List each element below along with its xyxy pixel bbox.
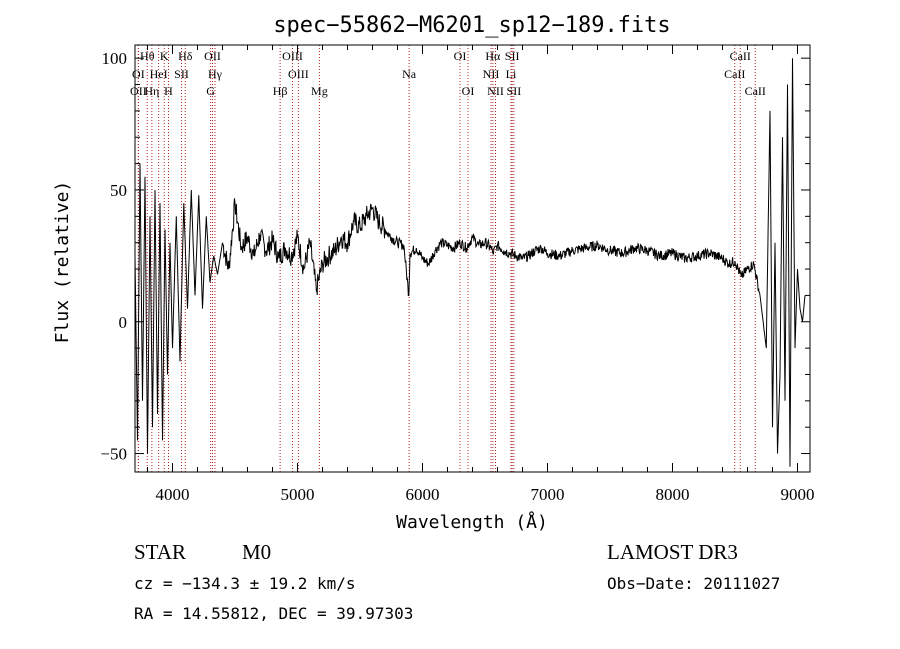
spectral-line-label: SII: [505, 49, 520, 63]
spectral-line-label: Mg: [311, 84, 328, 98]
x-tick-label: 9000: [781, 485, 815, 504]
spectral-line-label: OI: [132, 67, 145, 81]
spectral-line-label: SII: [174, 67, 189, 81]
spectral-line-label: Hδ: [178, 49, 193, 63]
y-axis: −50 0 50 100: [100, 49, 810, 464]
spectral-line-label: OII: [204, 49, 221, 63]
spectral-line-label: OI: [462, 84, 475, 98]
spectral-line-label: NII: [483, 67, 500, 81]
coordinates: RA = 14.55812, DEC = 39.97303: [134, 604, 414, 623]
spectral-line-label: OII: [130, 84, 147, 98]
y-tick-label: 50: [110, 181, 127, 200]
x-tick-label: 6000: [406, 485, 440, 504]
spectral-line-label: Hβ: [273, 84, 288, 98]
chart-title: spec−55862−M6201_sp12−189.fits: [273, 13, 670, 38]
y-tick-label: −50: [100, 445, 127, 464]
y-tick-label: 100: [102, 49, 128, 68]
object-subclass: M0: [242, 540, 272, 564]
x-tick-label: 7000: [531, 485, 565, 504]
redshift-cz: cz = −134.3 ± 19.2 km/s: [134, 574, 356, 593]
x-tick-label: 4000: [156, 485, 190, 504]
spectral-line-label: Na: [402, 67, 417, 81]
spectral-line-label: CaII: [730, 49, 751, 63]
object-class: STAR: [134, 540, 186, 564]
x-tick-label: 8000: [656, 485, 690, 504]
spectral-line-labels: Hθ K Hδ OII OIII OI Hα SII CaII OI HeI SII Hγ OIII Na N…: [130, 49, 766, 98]
spectral-line-label: K: [160, 49, 169, 63]
y-axis-title: Flux (relative): [52, 181, 73, 344]
spectral-line-label: NII: [487, 84, 504, 98]
spectral-line-label: Hγ: [208, 67, 223, 81]
survey-name: LAMOST DR3: [607, 540, 738, 564]
spectral-line-label: OIII: [288, 67, 309, 81]
x-axis-title: Wavelength (Å): [396, 511, 548, 533]
plot-frame: [134, 44, 811, 473]
observation-date: Obs−Date: 20111027: [607, 574, 781, 593]
spectrum-series: [134, 58, 806, 467]
spectral-line-label: OI: [454, 49, 467, 63]
spectral-line-label: H: [164, 84, 173, 98]
x-tick-label: 5000: [281, 485, 315, 504]
spectral-line-label: HeI: [150, 67, 168, 81]
y-tick-label: 0: [119, 313, 128, 332]
spectral-line-label: Li: [506, 67, 517, 81]
spectral-line-label: Hθ: [140, 49, 155, 63]
spectrum-line: [134, 58, 806, 467]
spectral-line-label: G: [206, 84, 215, 98]
spectral-line-label: Hη: [144, 84, 159, 98]
spectral-line-label: CaII: [745, 84, 766, 98]
spectral-line-label: CaII: [724, 67, 745, 81]
spectral-line-label: SII: [507, 84, 522, 98]
x-axis: 4000 5000 6000 7000 8000 9000: [147, 45, 815, 504]
spectral-line-label: OIII: [282, 49, 303, 63]
spectral-line-label: Hα: [485, 49, 501, 63]
